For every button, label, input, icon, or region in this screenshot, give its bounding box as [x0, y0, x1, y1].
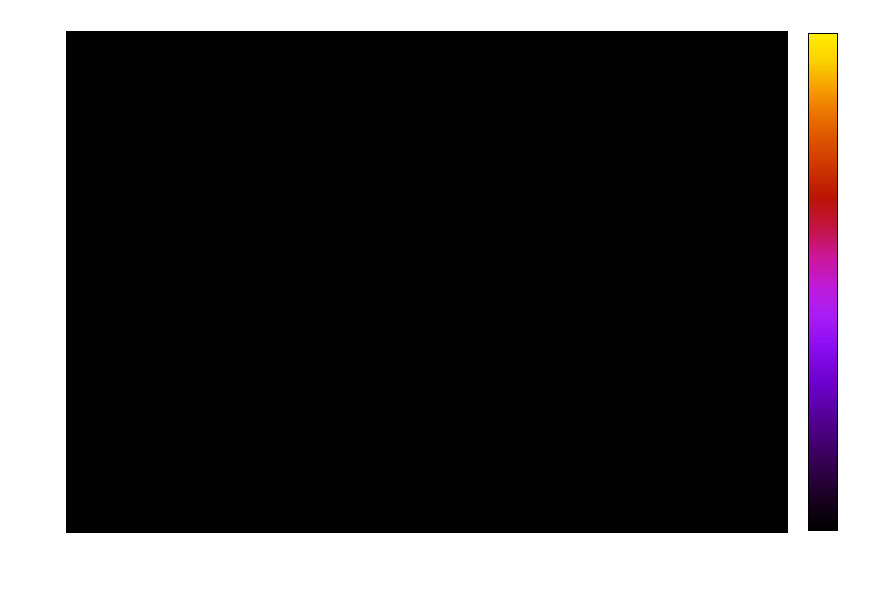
ionogram-heatmap — [67, 32, 787, 532]
ionogram-plot-area[interactable] — [66, 31, 788, 533]
y-axis — [0, 0, 62, 595]
colorbar[interactable] — [808, 33, 838, 531]
plot-gridlines — [67, 32, 787, 532]
